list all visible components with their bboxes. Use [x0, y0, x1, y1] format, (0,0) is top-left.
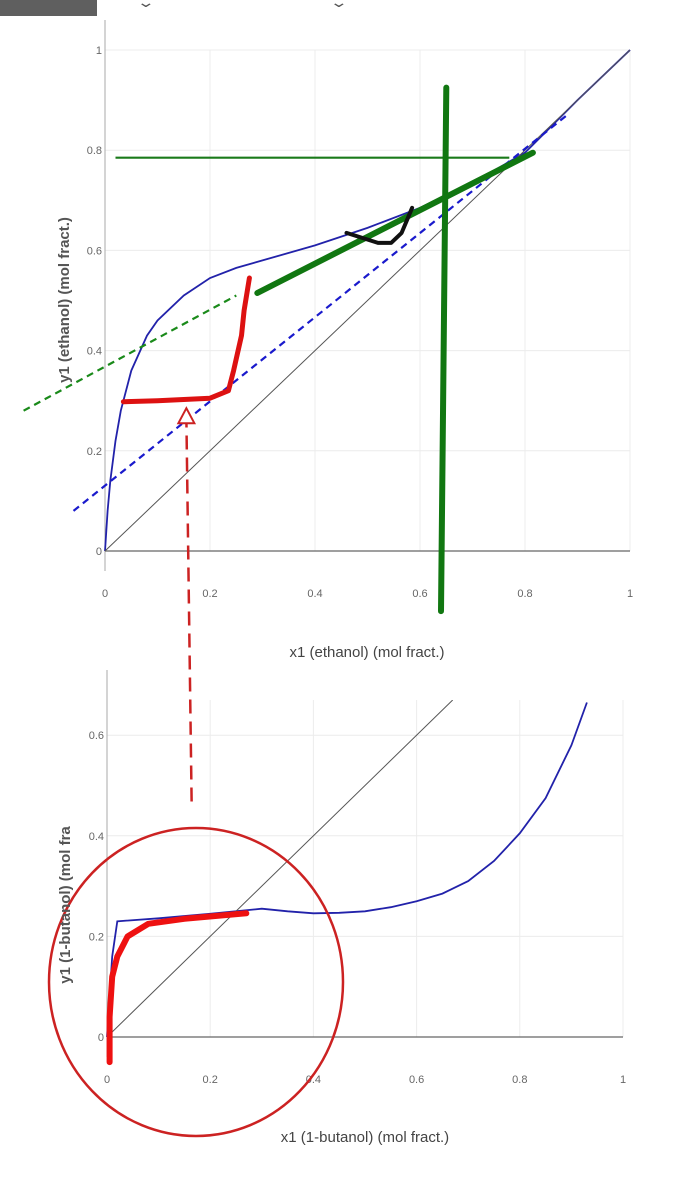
chart-vle-butanol: 0 0.2 0.4 0.6 0.8 1 0 0.2 0.4 0.6 x1 (1-butanol) …: [47, 670, 626, 1146]
y-tick-label: 0: [98, 1032, 104, 1044]
y-tick-label: 0.2: [87, 446, 102, 458]
top-bar: [0, 0, 97, 16]
x-axis-title: x1 (1-butanol) (mol fract.): [281, 1129, 449, 1146]
x-axis-title: x1 (ethanol) (mol fract.): [289, 644, 444, 661]
x-tick-label: 0.6: [412, 588, 427, 600]
chart-vle-ethanol: 0 0.2 0.4 0.6 0.8 1 0 0.2 0.4 0.6 0.8 1 x1 (ethanol…: [23, 20, 633, 802]
red-curve: [106, 910, 250, 1066]
x-tick-label: 0.4: [307, 588, 322, 600]
arrow-head-icon: [176, 406, 197, 425]
y-tick-label: 0.2: [89, 931, 104, 943]
x-tick-label: 1: [620, 1074, 626, 1086]
x-tick-label: 0.8: [517, 588, 532, 600]
y-tick-label: 0: [96, 546, 102, 558]
green-vertical-line: [438, 84, 450, 615]
red-dashed-arrow: [185, 418, 193, 802]
x-tick-label: 1: [627, 588, 633, 600]
y-axis-title: y1 (ethanol) (mol fract.): [56, 217, 73, 383]
axes: [104, 20, 630, 571]
blue-dashed-line: [72, 114, 568, 512]
x-tick-label: 0.2: [203, 1074, 218, 1086]
x-tick-label: 0.2: [202, 588, 217, 600]
tick-labels: 0 0.2 0.4 0.6 0.8 1 0 0.2 0.4 0.6 0.8 1: [87, 45, 633, 600]
series: [104, 49, 631, 552]
y-tick-label: 0.6: [89, 730, 104, 742]
diagonal-line: [106, 700, 454, 1038]
y-tick-label: 1: [96, 45, 102, 57]
green-operating-line: [254, 149, 536, 296]
diagonal-line: [104, 49, 631, 552]
grid: [105, 49, 631, 551]
chevron-down-icon[interactable]: ⌄: [136, 0, 156, 10]
x-tick-label: 0.4: [306, 1074, 321, 1086]
tick-labels: 0 0.2 0.4 0.6 0.8 1 0 0.2 0.4 0.6: [89, 730, 626, 1086]
y-tick-label: 0.4: [89, 831, 104, 843]
series: [106, 700, 588, 1038]
equilibrium-line: [106, 702, 588, 1038]
y-axis-title: y1 (1-butanol) (mol fra: [57, 826, 74, 984]
x-tick-label: 0.8: [512, 1074, 527, 1086]
black-check-mark: [344, 205, 415, 245]
grid: [107, 700, 624, 1037]
green-dashed-line: [23, 294, 237, 412]
red-curve: [120, 275, 252, 405]
annotations: [47, 826, 345, 1138]
red-circle: [47, 826, 345, 1138]
annotations: [23, 84, 568, 802]
x-tick-label: 0.6: [409, 1074, 424, 1086]
chevron-down-icon[interactable]: ⌄: [329, 0, 349, 10]
y-tick-label: 0.8: [87, 145, 102, 157]
x-tick-label: 0: [102, 588, 108, 600]
y-tick-label: 0.4: [87, 346, 102, 358]
y-tick-label: 0.6: [87, 245, 102, 257]
axes: [106, 670, 623, 1057]
x-tick-label: 0: [104, 1074, 110, 1086]
